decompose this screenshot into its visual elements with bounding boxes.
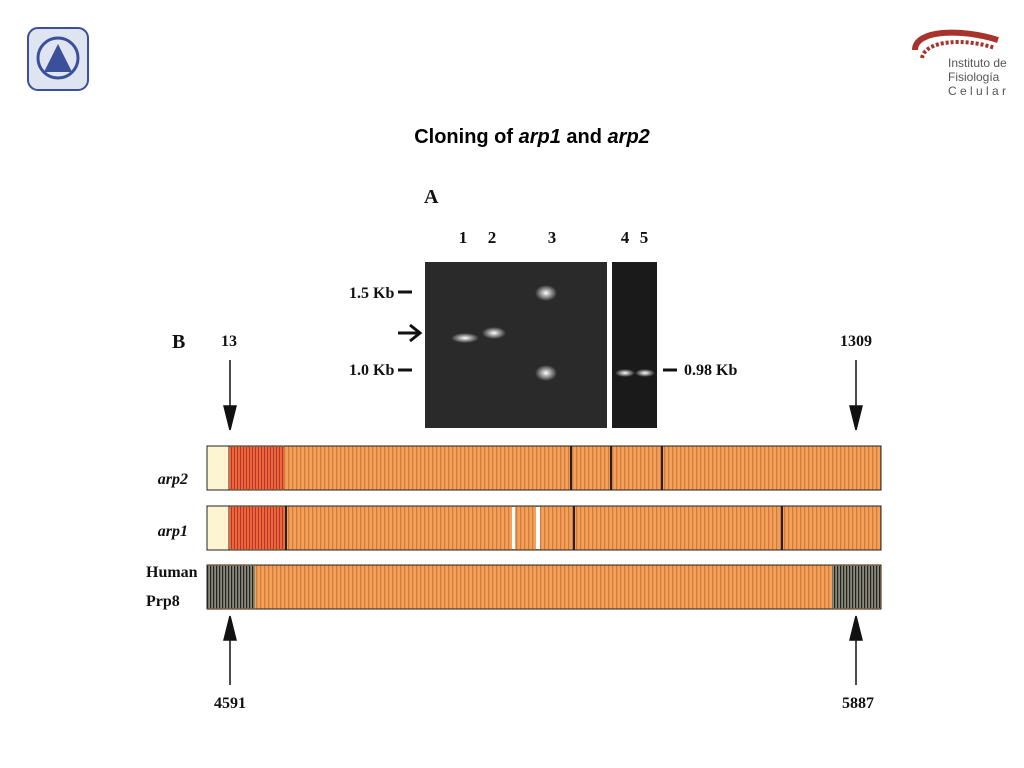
title-text: arp1 (519, 126, 561, 148)
lane-label: 4 (621, 228, 630, 247)
gel-right (612, 262, 657, 428)
track-label: Human (146, 564, 198, 581)
track-prp8 (206, 564, 882, 610)
track-label: arp1 (158, 523, 188, 540)
title-text: and (561, 126, 608, 148)
logo-text: Instituto de (948, 56, 1007, 70)
lane-label: 2 (488, 228, 497, 247)
panel-label: B (172, 331, 185, 353)
marker-label: 1.5 Kb (349, 285, 394, 302)
marker-label: 1.0 Kb (349, 362, 394, 379)
track-arp1 (206, 505, 882, 551)
ifc-logo: Instituto de Fisiología C e l u l a r (912, 29, 1007, 98)
band-arrow (398, 323, 423, 343)
position-label: 5887 (842, 695, 874, 712)
arrows (223, 360, 863, 685)
track-label: arp2 (158, 471, 188, 488)
track-arp2 (206, 445, 882, 491)
slide-title: Cloning of arp1 and arp2 (414, 126, 650, 148)
panel-label: A (424, 186, 439, 208)
unam-emblem (27, 27, 89, 91)
lane-label: 1 (459, 228, 468, 247)
title-text: Cloning of (414, 126, 518, 148)
title-text: arp2 (608, 126, 650, 148)
gel-left (425, 262, 607, 428)
lane-label: 5 (640, 228, 649, 247)
position-label: 13 (221, 333, 237, 350)
product-label: 0.98 Kb (684, 362, 737, 379)
position-label: 4591 (214, 695, 246, 712)
position-label: 1309 (840, 333, 872, 350)
logo-text: C e l u l a r (948, 84, 1006, 98)
logo-text: Fisiología (948, 70, 1000, 84)
lane-label: 3 (548, 228, 557, 247)
track-label: Prp8 (146, 593, 180, 610)
